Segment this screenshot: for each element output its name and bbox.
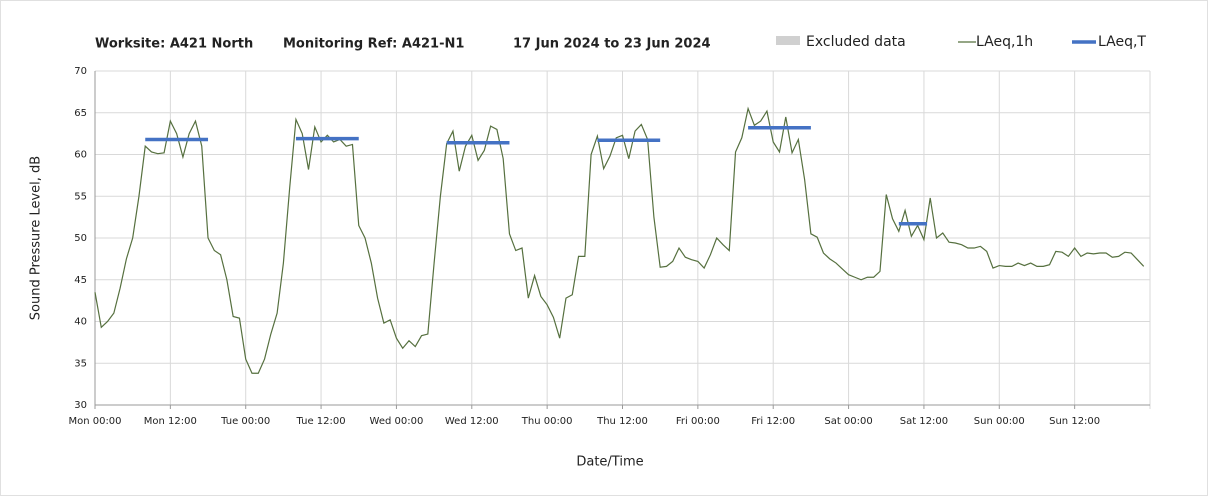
legend-swatch <box>776 36 800 45</box>
x-tick-label: Fri 12:00 <box>751 416 795 427</box>
x-tick-label: Fri 00:00 <box>676 416 720 427</box>
y-tick-label: 70 <box>74 66 87 77</box>
x-tick-label: Sat 00:00 <box>824 416 872 427</box>
legend-label: LAeq,1h <box>976 34 1033 50</box>
x-tick-label: Mon 12:00 <box>144 416 197 427</box>
line-series <box>94 106 1145 374</box>
y-tick-label: 60 <box>74 150 87 161</box>
legend-label: LAeq,T <box>1098 34 1146 50</box>
x-axis-label: Date/Time <box>576 455 643 470</box>
x-tick-label: Wed 12:00 <box>445 416 499 427</box>
y-tick-label: 45 <box>74 275 87 286</box>
chart-title: 17 Jun 2024 to 23 Jun 2024 <box>513 37 711 52</box>
y-axis-label: Sound Pressure Level, dB <box>29 156 44 320</box>
x-tick-label: Wed 00:00 <box>370 416 424 427</box>
legend-label: Excluded data <box>806 34 906 50</box>
y-tick-label: 35 <box>74 358 87 369</box>
x-tick-label: Thu 00:00 <box>521 416 573 427</box>
chart-title: Worksite: A421 North <box>95 37 253 52</box>
x-tick-label: Sun 00:00 <box>974 416 1025 427</box>
y-tick-label: 55 <box>74 191 87 202</box>
x-tick-label: Tue 12:00 <box>296 416 346 427</box>
x-tick-label: Sat 12:00 <box>900 416 948 427</box>
chart-title: Monitoring Ref: A421-N1 <box>283 37 464 52</box>
x-tick-label: Sun 12:00 <box>1049 416 1100 427</box>
y-tick-label: 40 <box>74 317 87 328</box>
x-tick-label: Thu 12:00 <box>596 416 648 427</box>
y-tick-label: 50 <box>74 233 87 244</box>
x-tick-label: Mon 00:00 <box>68 416 121 427</box>
x-tick-label: Tue 00:00 <box>220 416 270 427</box>
y-tick-label: 65 <box>74 108 87 119</box>
y-tick-label: 30 <box>74 400 87 411</box>
